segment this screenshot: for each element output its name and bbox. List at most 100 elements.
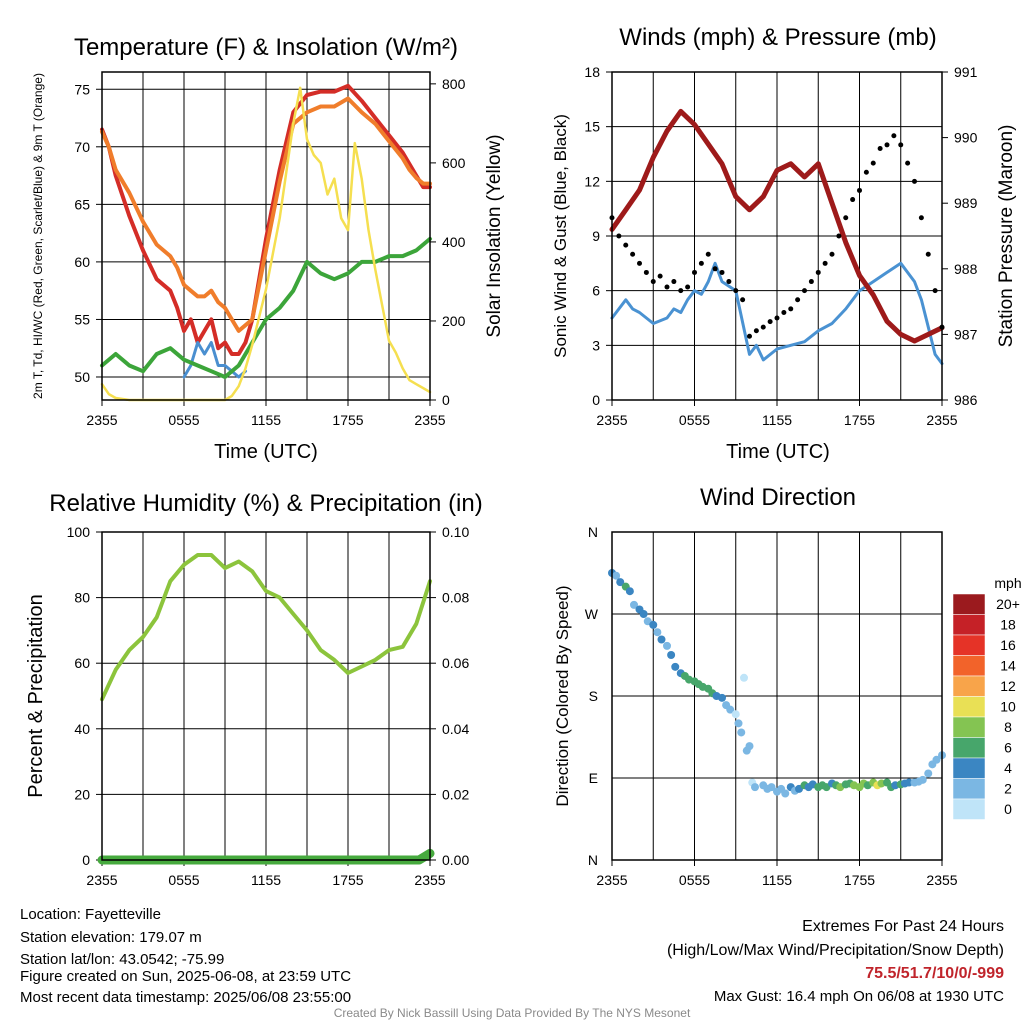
wind-gust-point: [808, 279, 814, 285]
wdir-xtick-label: 1755: [844, 872, 875, 888]
temp-frame: [101, 71, 431, 401]
legend-swatch: [952, 757, 986, 779]
wind-gust-point: [905, 160, 911, 166]
wind-ytick-label: 6: [592, 283, 600, 299]
wind-title: Winds (mph) & Pressure (mb): [619, 24, 936, 51]
wind-frame: [611, 71, 943, 401]
wdir-point: [671, 662, 680, 671]
wind-gust-point: [870, 160, 876, 166]
footer-location: Location: Fayetteville: [20, 906, 161, 923]
temp-xtick-label: 1155: [251, 412, 281, 428]
legend-title: mph: [994, 575, 1021, 591]
temp-temp9m-line: [100, 96, 432, 333]
wind-gust-point: [630, 251, 636, 257]
wind-xtick-label: 1155: [762, 412, 792, 428]
wdir-point: [932, 755, 941, 764]
wind-gust-point: [829, 251, 835, 257]
wdir-xtick-label: 2355: [596, 872, 627, 888]
wind-xtick-label: 1755: [844, 412, 875, 428]
wind-gust-point: [836, 233, 842, 239]
legend-label: 14: [1000, 658, 1016, 674]
wdir-point: [657, 635, 666, 644]
wind-ytick-right-label: 991: [954, 64, 978, 80]
wind-gust-point: [733, 288, 739, 294]
temp-title: Temperature (F) & Insolation (W/m²): [74, 34, 458, 61]
wind-gust-point: [843, 215, 849, 221]
wdir-point: [781, 789, 790, 798]
rh-xtick-label: 1155: [251, 872, 281, 888]
wdir-point: [625, 587, 634, 596]
legend-swatch: [952, 737, 986, 759]
rh-xtick-label: 0555: [168, 872, 199, 888]
temp-ytick-right-label: 0: [442, 392, 450, 408]
wind-gust-point: [822, 260, 828, 266]
wind-gust-point: [932, 288, 938, 294]
wind-gust-point: [912, 178, 917, 184]
extremes-values: 75.5/51.7/10/0/-999: [865, 965, 1004, 982]
wdir-ytick-label: S: [589, 688, 598, 704]
wind-gust-point: [637, 260, 642, 266]
wind-gust-point: [664, 284, 670, 290]
temp-ytick-label: 70: [74, 139, 90, 155]
legend-swatch: [952, 798, 986, 820]
wdir-point: [612, 571, 621, 580]
wind-xlabel: Time (UTC): [726, 441, 830, 463]
legend-label: 0: [1004, 801, 1012, 817]
rh-ytick-label: 60: [74, 655, 90, 671]
wind-gust-point: [685, 284, 691, 290]
wdir-frame: [611, 531, 943, 861]
wind-ytick-right-label: 989: [954, 195, 978, 211]
wind-gust-point: [712, 266, 718, 272]
wind-gust-point: [678, 288, 684, 294]
rh-ytick-right-label: 0.00: [442, 852, 469, 868]
legend-label: 8: [1004, 719, 1012, 735]
wdir-point: [667, 651, 676, 659]
wind-gust-point: [863, 169, 869, 175]
legend-label: 16: [1000, 637, 1016, 653]
wdir-point: [924, 769, 933, 778]
wdir-ytick-label: N: [588, 524, 598, 540]
wdir-point: [767, 783, 776, 792]
wdir-point: [734, 719, 743, 728]
temp-ytick-label: 55: [74, 311, 90, 327]
wind-gust-point: [616, 233, 622, 239]
rh-ytick-right-label: 0.08: [442, 590, 469, 606]
wind-gust-point: [623, 242, 629, 248]
wdir-title: Wind Direction: [700, 484, 856, 511]
wind-xtick-label: 0555: [679, 412, 710, 428]
wind-gust-point: [692, 269, 697, 275]
wdir-xtick-label: 1155: [762, 872, 792, 888]
rh-ytick-right-label: 0.04: [442, 721, 469, 737]
wind-wind-line: [610, 261, 944, 366]
wdir-point: [639, 610, 648, 618]
temp-xlabel: Time (UTC): [214, 441, 318, 463]
wind-gust-point: [747, 333, 752, 339]
wind-gust-point: [802, 288, 807, 294]
temp-ytick-label: 75: [74, 81, 90, 97]
wind-ytick-label: 9: [592, 228, 600, 244]
temp-xtick-label: 0555: [168, 412, 199, 428]
wind-ytick-label: 18: [584, 64, 600, 80]
wind-gust-point: [657, 273, 663, 279]
rh-rh-line: [100, 553, 432, 702]
rh-ytick-label: 0: [82, 852, 90, 868]
wdir-point: [751, 783, 759, 792]
temp-ytick-label: 60: [74, 254, 90, 270]
temp-ytick-right-label: 200: [442, 313, 466, 329]
wdir-point: [905, 778, 913, 787]
footer-recent: Most recent data timestamp: 2025/06/08 2…: [20, 989, 352, 1006]
temp-temp-line: [100, 83, 432, 356]
rh-ytick-label: 20: [74, 786, 90, 802]
rh-title: Relative Humidity (%) & Precipitation (i…: [49, 490, 482, 517]
temp-ytick-label: 65: [74, 196, 90, 212]
rh-ylabel: Percent & Precipitation: [25, 594, 47, 797]
wind-gust-point: [767, 319, 773, 325]
wind-ytick-right-label: 988: [954, 261, 978, 277]
wind-gust-point: [740, 297, 746, 303]
footer-created: Figure created on Sun, 2025-06-08, at 23…: [20, 968, 352, 985]
wind-pressure-line: [609, 108, 945, 344]
wind-ytick-right-label: 986: [954, 392, 978, 408]
temp-ytick-right-label: 600: [442, 155, 466, 171]
temp-xtick-label: 1755: [332, 412, 363, 428]
wind-gust-point: [705, 251, 711, 257]
